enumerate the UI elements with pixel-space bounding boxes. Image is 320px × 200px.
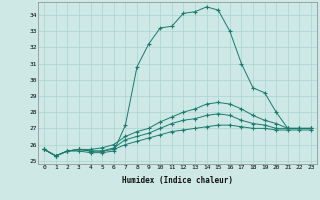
X-axis label: Humidex (Indice chaleur): Humidex (Indice chaleur) — [122, 176, 233, 185]
